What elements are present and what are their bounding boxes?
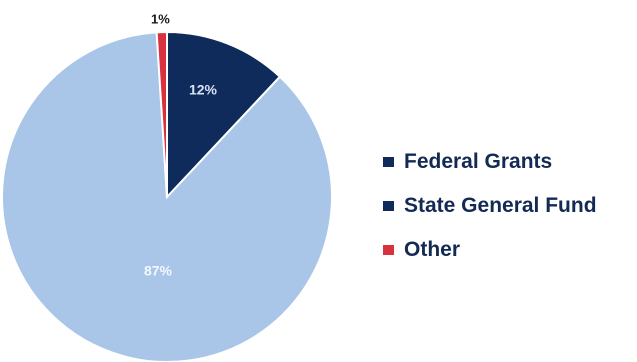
pie-label-federal-grants: 87% <box>144 263 173 279</box>
legend-label-other: Other <box>404 238 461 261</box>
legend-label-federal-grants: Federal Grants <box>404 150 553 173</box>
pie-labels: 12% 87% 1% <box>144 12 218 279</box>
legend-item-other: Other <box>383 228 597 272</box>
pie-slice-other <box>155 30 168 198</box>
pie-slice-state-general-fund <box>166 30 282 200</box>
legend: Federal Grants State General Fund Other <box>383 140 597 272</box>
pie-label-other: 1% <box>151 12 170 27</box>
pie-label-state-general-fund: 12% <box>189 82 218 98</box>
legend-swatch-other <box>383 245 394 255</box>
pie-slices <box>1 30 333 362</box>
legend-swatch-federal-grants <box>383 157 394 167</box>
pie-slice-federal-grants <box>1 31 333 362</box>
legend-swatch-state-general-fund <box>383 201 394 211</box>
legend-item-state-general-fund: State General Fund <box>383 184 597 228</box>
legend-label-state-general-fund: State General Fund <box>404 194 597 217</box>
legend-item-federal-grants: Federal Grants <box>383 140 597 184</box>
